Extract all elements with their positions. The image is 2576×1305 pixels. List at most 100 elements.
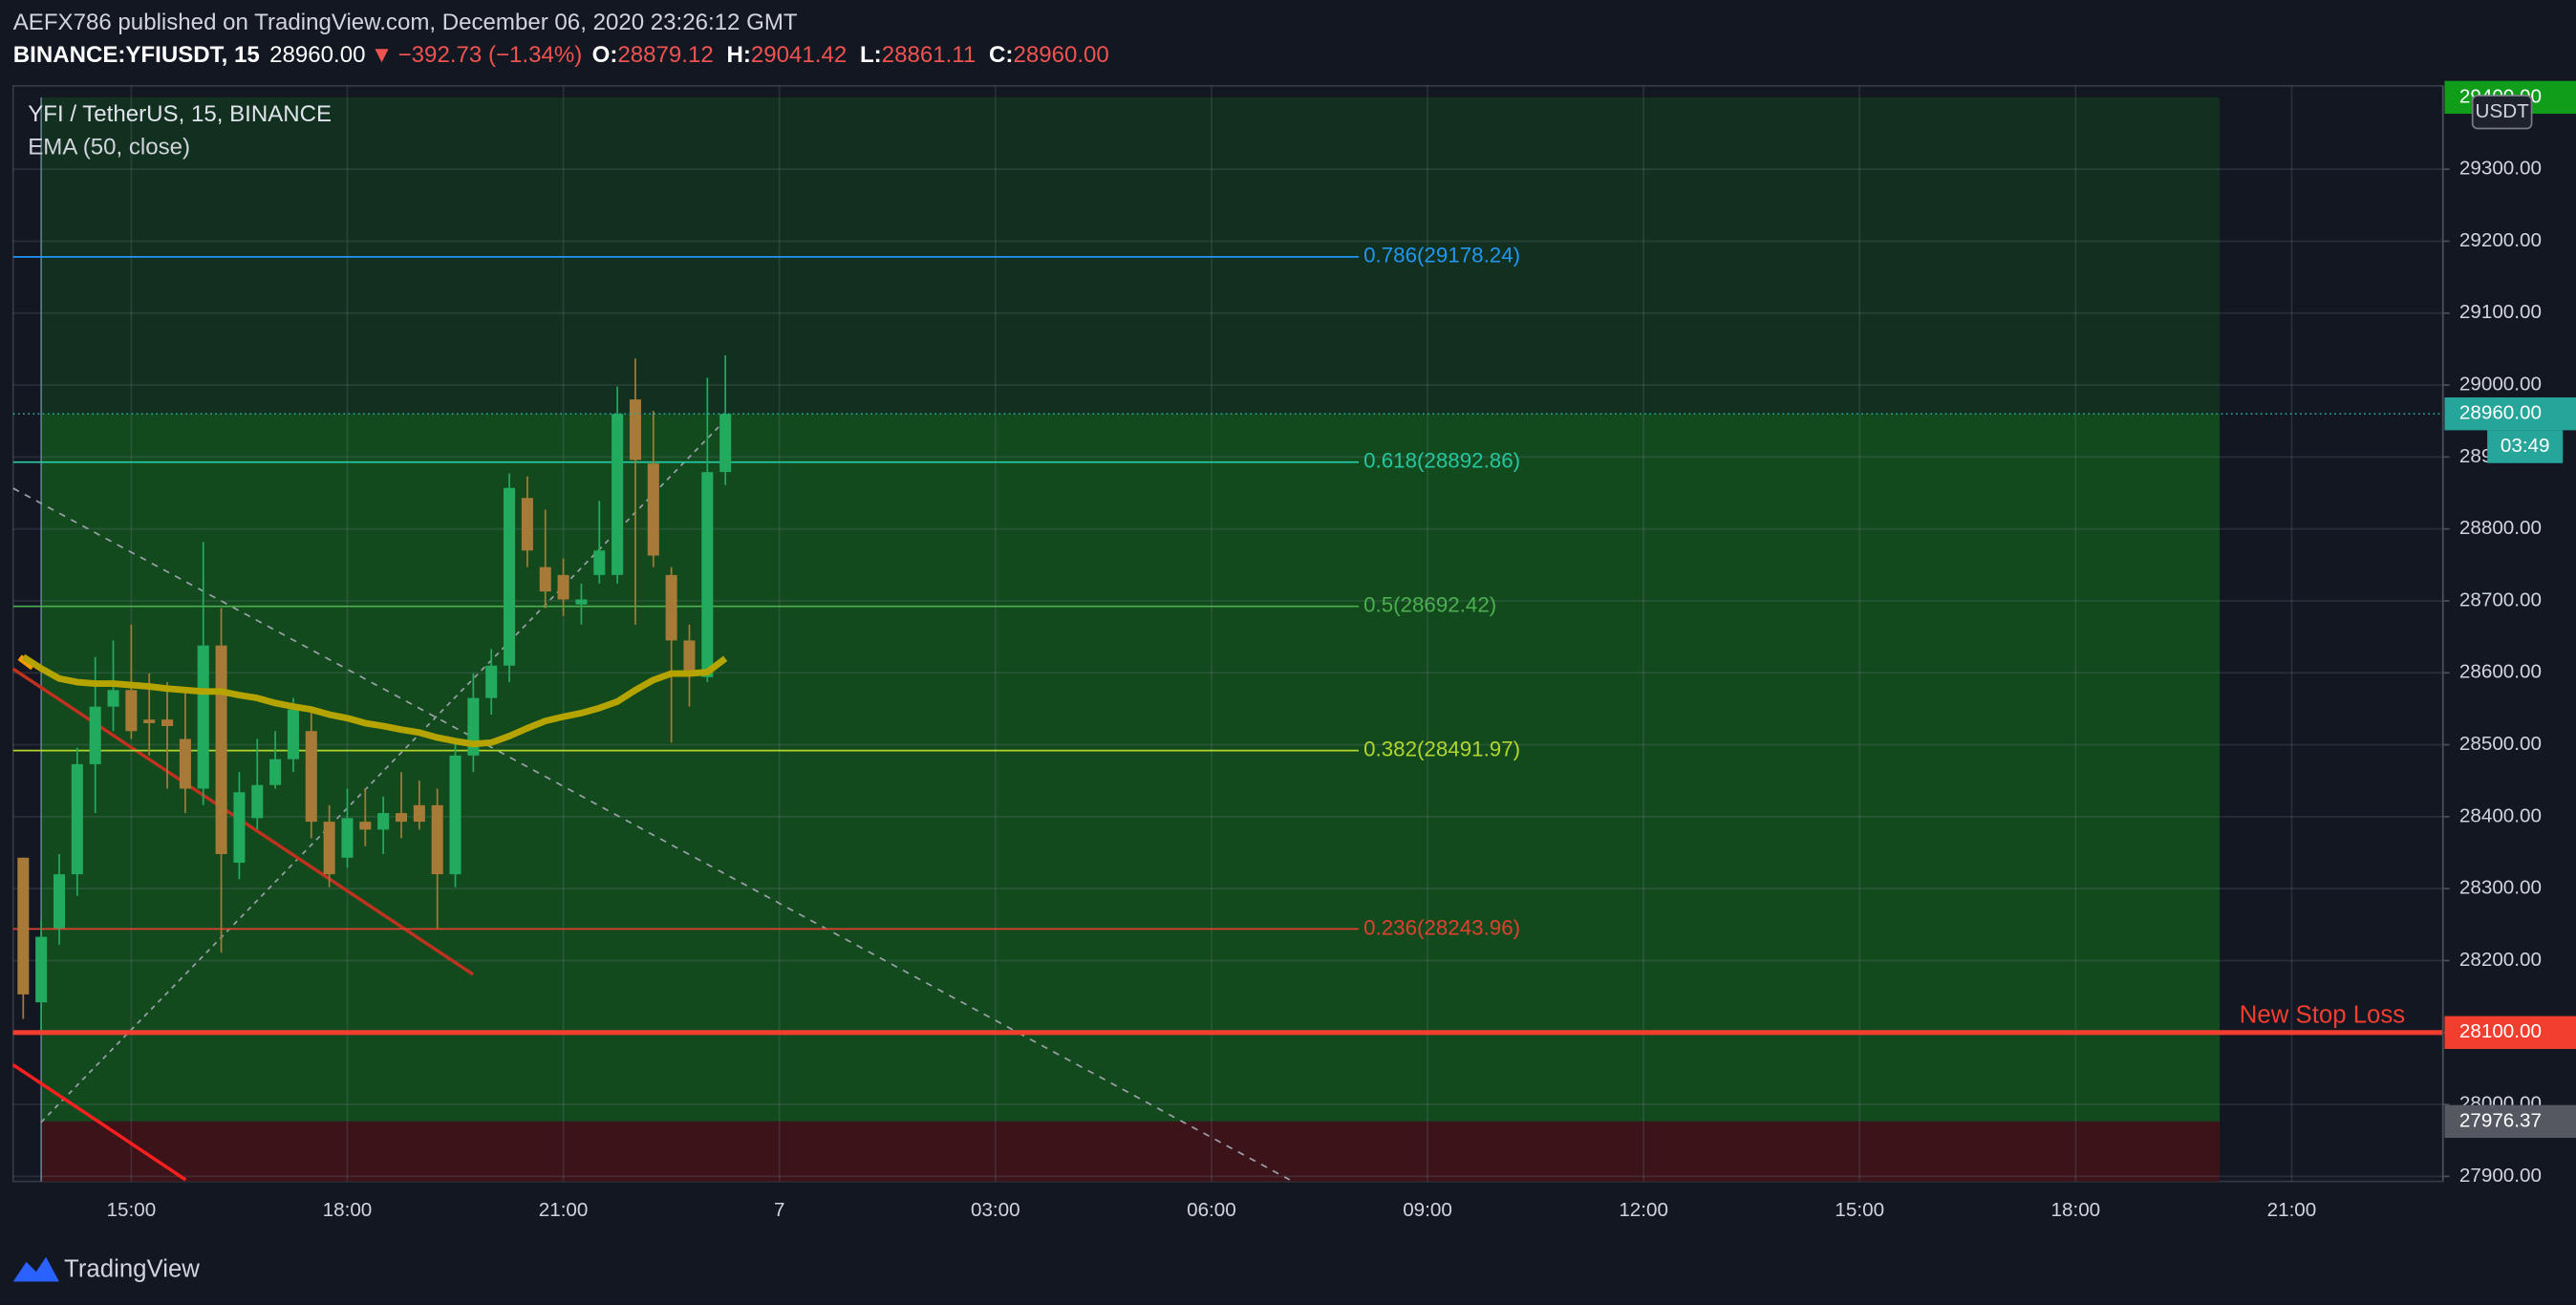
footer: TradingView bbox=[12, 1255, 200, 1282]
x-tick-label: 18:00 bbox=[2051, 1199, 2101, 1221]
loss-zone bbox=[41, 1121, 2221, 1182]
fib-levels: 0.786(29178.24) 0.618(28892.86) 0.5(28692.… bbox=[12, 244, 1520, 939]
candle-body bbox=[557, 574, 569, 600]
ohlc-key: C: bbox=[989, 42, 1013, 68]
candle-body bbox=[683, 640, 696, 674]
candle-body bbox=[359, 822, 372, 830]
zones bbox=[40, 96, 2221, 1182]
axes: 27900.0028000.0028100.0028200.0028300.00… bbox=[107, 80, 2576, 1221]
countdown-box bbox=[2487, 430, 2564, 463]
fib-label: 0.236(28243.96) bbox=[1363, 915, 1520, 939]
logo bbox=[12, 1256, 59, 1282]
fib-label: 0.786(29178.24) bbox=[1363, 244, 1520, 267]
unit-box bbox=[2471, 95, 2533, 130]
fib-label: 0.5(28692.42) bbox=[1363, 593, 1496, 617]
candle-body bbox=[233, 792, 246, 864]
candle-body bbox=[287, 709, 299, 759]
y-tick-label: 28200.00 bbox=[2459, 949, 2542, 971]
y-tick-label: 28400.00 bbox=[2459, 804, 2542, 826]
ohlc: O:28879.12 H:29041.42 L:28861.11 C:28960.00 bbox=[592, 42, 1109, 68]
ohlc-key: O: bbox=[592, 42, 618, 68]
candle-body bbox=[107, 690, 119, 707]
candle-body bbox=[143, 719, 156, 723]
candle-body bbox=[647, 463, 659, 556]
candle-body bbox=[612, 414, 624, 575]
candle-body bbox=[701, 472, 714, 677]
candle-body bbox=[504, 487, 516, 666]
x-tick-label: 21:00 bbox=[539, 1199, 589, 1221]
last-price-tag: 28960.00 bbox=[2459, 402, 2542, 424]
candles bbox=[17, 354, 732, 1033]
ema-line bbox=[21, 653, 728, 748]
candle-body bbox=[719, 414, 732, 473]
symbol: BINANCE:YFIUSDT, 15 bbox=[13, 42, 260, 68]
y-tick-label: 28300.00 bbox=[2459, 877, 2542, 899]
ohlc-value: 28861.11 bbox=[882, 42, 977, 68]
candle-body bbox=[593, 550, 606, 575]
change: −392.73 (−1.34%) bbox=[398, 42, 583, 68]
candle-body bbox=[251, 784, 264, 819]
candle-body bbox=[413, 804, 425, 823]
candle-body bbox=[305, 731, 317, 823]
x-tick-label: 7 bbox=[774, 1199, 784, 1221]
x-tick-label: 15:00 bbox=[107, 1199, 157, 1221]
profit-zone-lower bbox=[41, 414, 2221, 1122]
y-tick-label: 29300.00 bbox=[2459, 158, 2542, 180]
candle-body bbox=[449, 755, 462, 875]
unit-label: USDT bbox=[2476, 100, 2530, 122]
stop-tag: 28100.00 bbox=[2459, 1020, 2542, 1042]
candle-body bbox=[521, 498, 533, 551]
publisher: AEFX786 published on TradingView.com, De… bbox=[13, 10, 798, 35]
legend-title: YFI / TetherUS, 15, BINANCE bbox=[28, 101, 332, 127]
fib-label: 0.382(28491.97) bbox=[1363, 738, 1520, 761]
x-tick-label: 18:00 bbox=[323, 1199, 373, 1221]
entry-tag: 27976.37 bbox=[2459, 1109, 2542, 1131]
ohlc-value: 28879.12 bbox=[617, 42, 713, 68]
candle-body bbox=[395, 813, 408, 823]
arrow: ▼ bbox=[371, 42, 394, 68]
candle-body bbox=[125, 690, 138, 732]
fib-label: 0.618(28892.86) bbox=[1363, 449, 1520, 473]
candle-body bbox=[629, 399, 641, 460]
y-tick-label: 27900.00 bbox=[2459, 1165, 2542, 1187]
y-tick-label: 29000.00 bbox=[2459, 374, 2542, 396]
overlay: New Stop Loss bbox=[12, 413, 2443, 1036]
trend-line bbox=[11, 1063, 187, 1182]
candle-body bbox=[377, 813, 390, 830]
candle-body bbox=[269, 759, 282, 785]
last-price-tag-box bbox=[2444, 396, 2576, 431]
candle-body bbox=[665, 574, 677, 641]
stop-tag-box bbox=[2444, 1016, 2576, 1049]
x-tick-label: 09:00 bbox=[1403, 1199, 1452, 1221]
candle-body bbox=[71, 763, 83, 875]
candle-body bbox=[17, 857, 30, 995]
symbol-line: BINANCE:YFIUSDT, 15 28960.00 ▼ −392.73 (−1.… bbox=[13, 42, 1109, 68]
x-tick-label: 06:00 bbox=[1187, 1199, 1236, 1221]
profit-zone-upper bbox=[41, 96, 2221, 415]
x-tick-label: 03:00 bbox=[971, 1199, 1020, 1221]
candle-body bbox=[179, 738, 191, 789]
candle-body bbox=[323, 822, 335, 875]
countdown: 03:49 bbox=[2501, 435, 2550, 457]
candle-body bbox=[35, 936, 48, 1003]
candle-body bbox=[197, 645, 209, 789]
x-tick-label: 12:00 bbox=[1619, 1199, 1668, 1221]
trend-line bbox=[12, 487, 1291, 1181]
ohlc-key: L: bbox=[860, 42, 882, 68]
candle-body bbox=[53, 874, 66, 929]
y-tick-label: 28700.00 bbox=[2459, 588, 2542, 610]
y-tick-label: 28800.00 bbox=[2459, 517, 2542, 539]
candle-body bbox=[161, 719, 174, 726]
stop-label: New Stop Loss bbox=[2240, 1001, 2405, 1028]
y-tick-label: 29200.00 bbox=[2459, 229, 2542, 251]
brand: TradingView bbox=[64, 1255, 200, 1282]
x-tick-label: 15:00 bbox=[1835, 1199, 1884, 1221]
last: 28960.00 bbox=[269, 42, 365, 68]
y-tick-label: 28500.00 bbox=[2459, 733, 2542, 755]
y-tick-label: 28600.00 bbox=[2459, 661, 2542, 683]
ohlc-key: H: bbox=[726, 42, 750, 68]
candle-body bbox=[341, 818, 354, 858]
candle-body bbox=[575, 599, 588, 605]
